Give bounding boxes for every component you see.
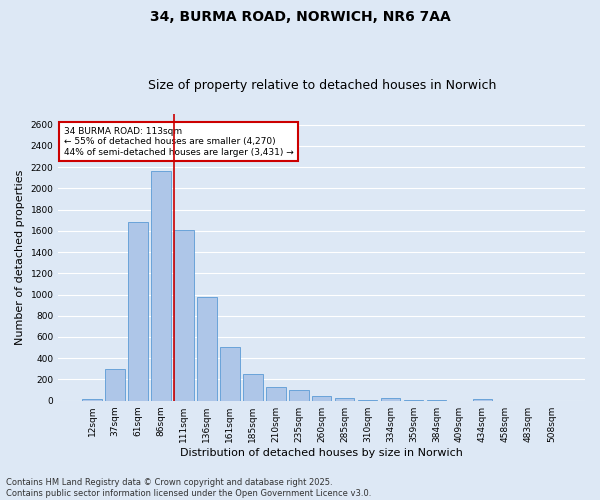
Bar xyxy=(106,369,125,400)
Text: 34 BURMA ROAD: 113sqm
← 55% of detached houses are smaller (4,270)
44% of semi-d: 34 BURMA ROAD: 113sqm ← 55% of detached … xyxy=(64,127,293,156)
Title: Size of property relative to detached houses in Norwich: Size of property relative to detached ho… xyxy=(148,79,496,92)
Bar xyxy=(312,396,331,400)
Bar xyxy=(289,390,308,400)
Bar xyxy=(266,388,286,400)
Text: Contains HM Land Registry data © Crown copyright and database right 2025.
Contai: Contains HM Land Registry data © Crown c… xyxy=(6,478,371,498)
Bar xyxy=(473,398,492,400)
Bar xyxy=(128,222,148,400)
Text: 34, BURMA ROAD, NORWICH, NR6 7AA: 34, BURMA ROAD, NORWICH, NR6 7AA xyxy=(149,10,451,24)
Bar xyxy=(82,398,102,400)
Bar xyxy=(220,346,239,401)
Bar xyxy=(381,398,400,400)
Y-axis label: Number of detached properties: Number of detached properties xyxy=(15,170,25,345)
Bar xyxy=(243,374,263,400)
Bar xyxy=(197,297,217,401)
Bar xyxy=(174,230,194,400)
Bar xyxy=(151,172,171,400)
Bar xyxy=(335,398,355,400)
X-axis label: Distribution of detached houses by size in Norwich: Distribution of detached houses by size … xyxy=(180,448,463,458)
